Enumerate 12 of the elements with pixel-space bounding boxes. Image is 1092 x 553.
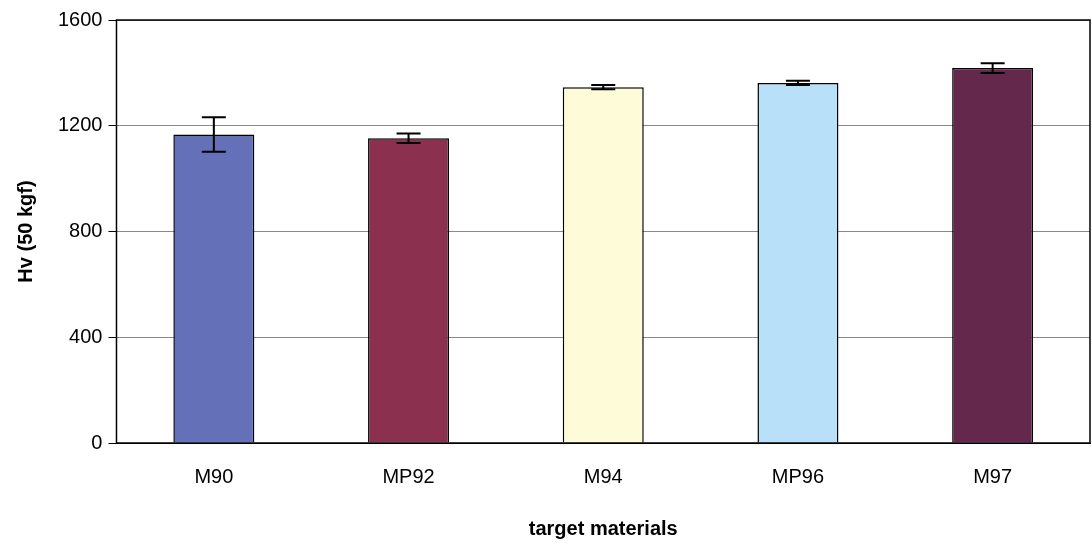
x-tick-label: M94	[583, 464, 623, 487]
x-tick-label: MP96	[771, 464, 825, 487]
y-tick-label: 1200	[57, 113, 103, 136]
y-tick-label: 0	[91, 430, 103, 453]
x-tick-label: M97	[973, 464, 1013, 487]
y-tick-label: 400	[69, 324, 103, 347]
y-tick-label: 800	[69, 219, 103, 242]
y-tick-label: 1600	[57, 7, 103, 30]
x-axis-title: target materials	[528, 516, 678, 539]
x-tick-label: MP92	[382, 464, 435, 487]
y-axis-title: Hv (50 kgf)	[13, 180, 36, 283]
x-tick-label: M90	[194, 464, 234, 487]
